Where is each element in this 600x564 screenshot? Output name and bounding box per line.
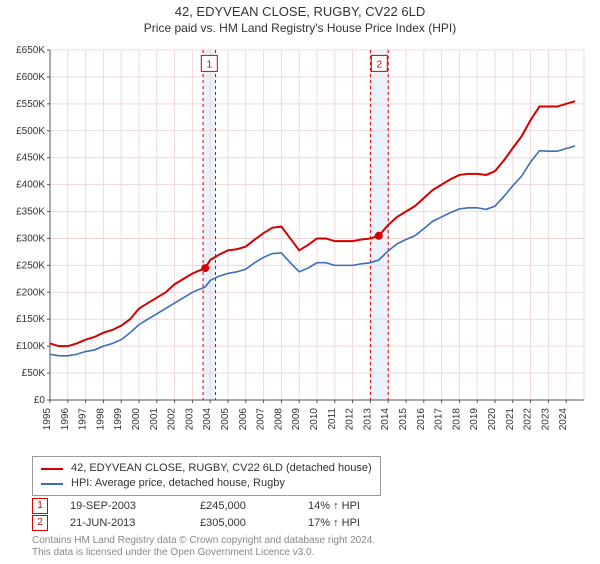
svg-text:2022: 2022	[523, 408, 534, 431]
annotation-table: 1 19-SEP-2003£245,00014% ↑ HPI 2 21-JUN-201…	[32, 497, 428, 531]
svg-text:£300K: £300K	[16, 233, 45, 244]
svg-text:£350K: £350K	[16, 207, 45, 218]
svg-text:1997: 1997	[78, 408, 89, 431]
legend-label: HPI: Average price, detached house, Rugb…	[71, 476, 285, 491]
annotation-date: 21-JUN-2013	[70, 517, 200, 529]
annotation-row: 1 19-SEP-2003£245,00014% ↑ HPI	[32, 497, 428, 514]
chart-area: £0£50K£100K£150K£200K£250K£300K£350K£400…	[50, 50, 584, 430]
svg-text:1996: 1996	[60, 408, 71, 431]
legend-swatch	[41, 483, 63, 485]
svg-text:2020: 2020	[487, 408, 498, 431]
svg-text:£150K: £150K	[16, 314, 45, 325]
svg-text:£0: £0	[34, 395, 46, 406]
svg-text:2008: 2008	[273, 408, 284, 431]
chart-subtitle: Price paid vs. HM Land Registry's House …	[0, 21, 600, 35]
svg-text:2015: 2015	[398, 408, 409, 431]
svg-text:£450K: £450K	[16, 153, 45, 164]
svg-text:2019: 2019	[469, 408, 480, 431]
svg-text:2000: 2000	[131, 408, 142, 431]
svg-text:2014: 2014	[380, 408, 391, 431]
svg-text:2017: 2017	[434, 408, 445, 431]
svg-text:2007: 2007	[256, 408, 267, 431]
chart-title: 42, EDYVEAN CLOSE, RUGBY, CV22 6LD	[0, 4, 600, 19]
svg-text:£600K: £600K	[16, 72, 45, 83]
svg-text:£650K: £650K	[16, 45, 45, 56]
svg-text:2021: 2021	[505, 408, 516, 431]
svg-text:£50K: £50K	[22, 368, 46, 379]
svg-text:2012: 2012	[345, 408, 356, 431]
svg-text:£400K: £400K	[16, 180, 45, 191]
svg-text:2005: 2005	[220, 408, 231, 431]
svg-text:£100K: £100K	[16, 341, 45, 352]
chart-svg: £0£50K£100K£150K£200K£250K£300K£350K£400…	[50, 50, 584, 430]
annotation-price: £305,000	[200, 517, 308, 529]
annotation-row: 2 21-JUN-2013£305,00017% ↑ HPI	[32, 514, 428, 531]
svg-text:2024: 2024	[558, 408, 569, 431]
svg-text:£500K: £500K	[16, 126, 45, 137]
legend-box: 42, EDYVEAN CLOSE, RUGBY, CV22 6LD (deta…	[32, 456, 381, 496]
svg-text:1999: 1999	[113, 408, 124, 431]
annotation-marker: 2	[32, 515, 48, 531]
footer-line-2: This data is licensed under the Open Gov…	[32, 547, 375, 559]
svg-text:1998: 1998	[95, 408, 106, 431]
svg-text:2002: 2002	[167, 408, 178, 431]
svg-text:1: 1	[207, 59, 213, 70]
svg-text:2010: 2010	[309, 408, 320, 431]
footer-line-1: Contains HM Land Registry data © Crown c…	[32, 535, 375, 547]
svg-text:2004: 2004	[202, 408, 213, 431]
svg-text:2018: 2018	[451, 408, 462, 431]
annotation-pct: 17% ↑ HPI	[308, 517, 428, 529]
annotation-pct: 14% ↑ HPI	[308, 500, 428, 512]
svg-text:2006: 2006	[238, 408, 249, 431]
svg-text:2001: 2001	[149, 408, 160, 431]
legend-label: 42, EDYVEAN CLOSE, RUGBY, CV22 6LD (deta…	[71, 461, 372, 476]
svg-text:2013: 2013	[362, 408, 373, 431]
svg-text:2016: 2016	[416, 408, 427, 431]
footer-note: Contains HM Land Registry data © Crown c…	[32, 535, 375, 559]
svg-text:2: 2	[377, 59, 383, 70]
svg-text:£250K: £250K	[16, 260, 45, 271]
svg-text:2023: 2023	[540, 408, 551, 431]
annotation-price: £245,000	[200, 500, 308, 512]
svg-text:1995: 1995	[42, 408, 53, 431]
svg-text:£200K: £200K	[16, 287, 45, 298]
annotation-date: 19-SEP-2003	[70, 500, 200, 512]
legend-item: 42, EDYVEAN CLOSE, RUGBY, CV22 6LD (deta…	[41, 461, 372, 476]
svg-text:2009: 2009	[291, 408, 302, 431]
svg-text:2011: 2011	[327, 408, 338, 430]
svg-text:£550K: £550K	[16, 99, 45, 110]
legend-item: HPI: Average price, detached house, Rugb…	[41, 476, 372, 491]
annotation-marker: 1	[32, 498, 48, 514]
legend-swatch	[41, 468, 63, 470]
svg-text:2003: 2003	[184, 408, 195, 431]
